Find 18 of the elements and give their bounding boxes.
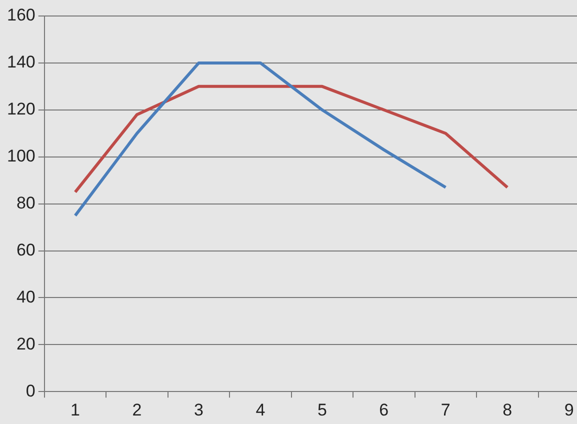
y-tick-label: 20: [16, 334, 36, 354]
y-tick-label: 80: [16, 193, 36, 212]
y-tick-label: 120: [6, 100, 36, 119]
x-tick-label: 1: [70, 400, 80, 420]
y-tick-label: 60: [16, 240, 36, 260]
x-tick-label: 5: [317, 400, 327, 420]
x-tick-label: 7: [440, 400, 450, 420]
y-tick-label: 100: [6, 146, 36, 166]
x-tick-label: 9: [564, 400, 574, 420]
y-tick-label: 0: [26, 381, 36, 400]
x-tick-label: 6: [379, 400, 389, 420]
y-tick-label: 160: [6, 6, 36, 25]
x-tick-label: 3: [194, 400, 204, 420]
y-tick-label: 140: [6, 52, 36, 72]
x-tick-label: 8: [502, 400, 512, 420]
y-tick-label: 40: [16, 287, 36, 306]
x-tick-label: 2: [132, 400, 142, 420]
x-tick-label: 4: [256, 400, 266, 420]
